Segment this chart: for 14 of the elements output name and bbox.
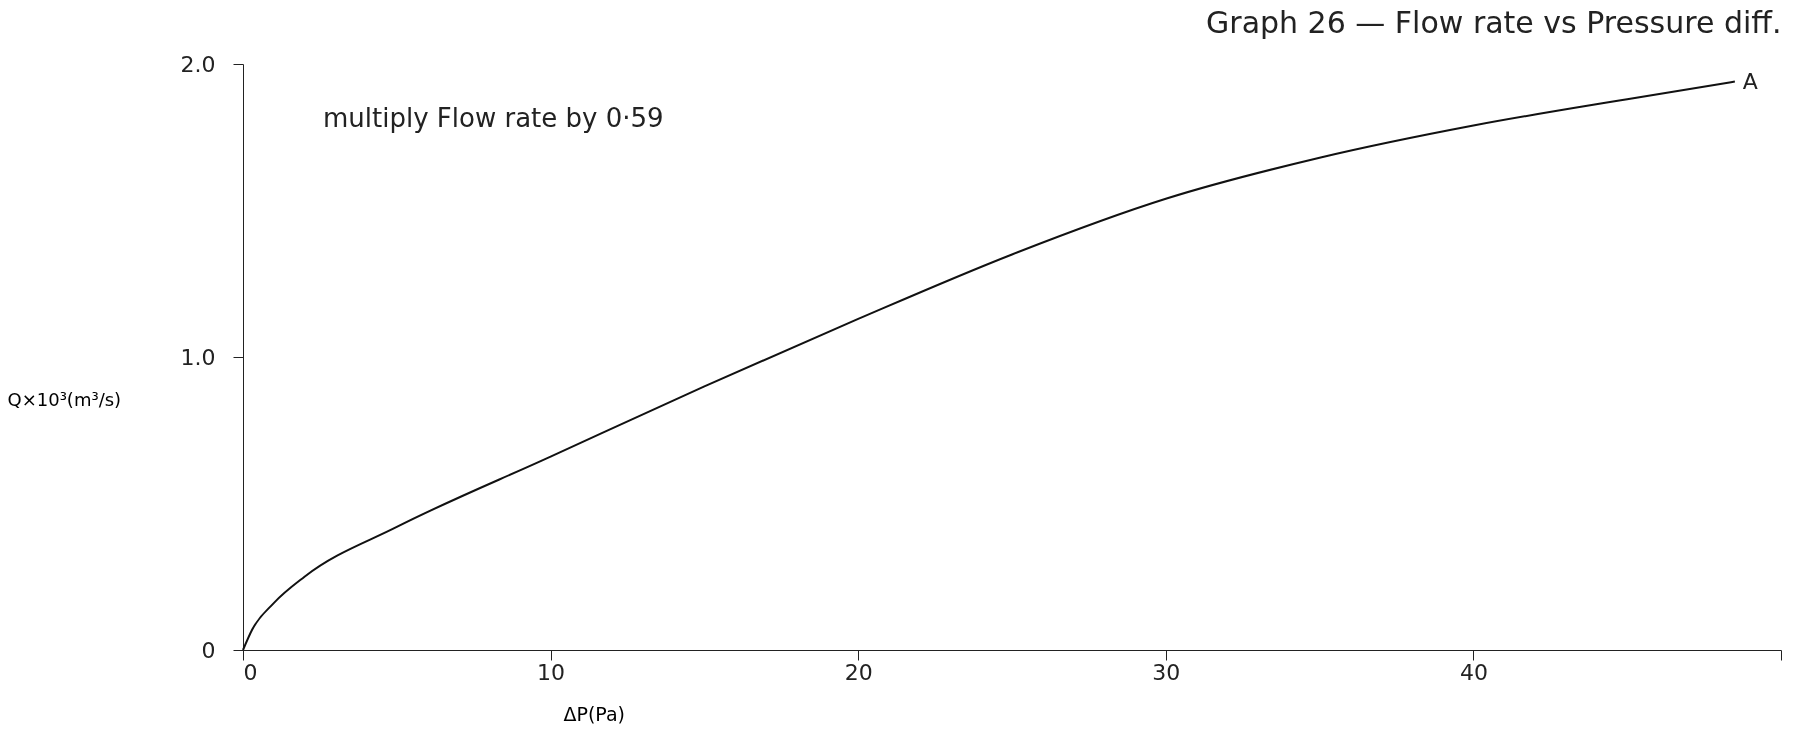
x-tick-label: 0 [243,659,258,685]
chart-title: Graph 26 — Flow rate vs Pressure diff. [1206,5,1782,40]
y-tick-label: 1.0 [180,344,216,370]
x-tick-label: 10 [537,659,566,685]
y-tick-label: 2.0 [180,51,216,77]
x-tick-label: 40 [1459,659,1488,685]
y-tick-label: 0 [201,637,216,663]
x-tick-label: 20 [844,659,873,685]
x-tick-label: 30 [1152,659,1181,685]
line-series [242,80,1736,651]
annotation: multiply Flow rate by 0·59 [323,103,664,133]
x-axis-title: ΔP(Pa) [563,702,626,725]
y-axis-title: Q×10³(m³/s) [7,388,122,410]
annotation: A [1742,68,1758,94]
